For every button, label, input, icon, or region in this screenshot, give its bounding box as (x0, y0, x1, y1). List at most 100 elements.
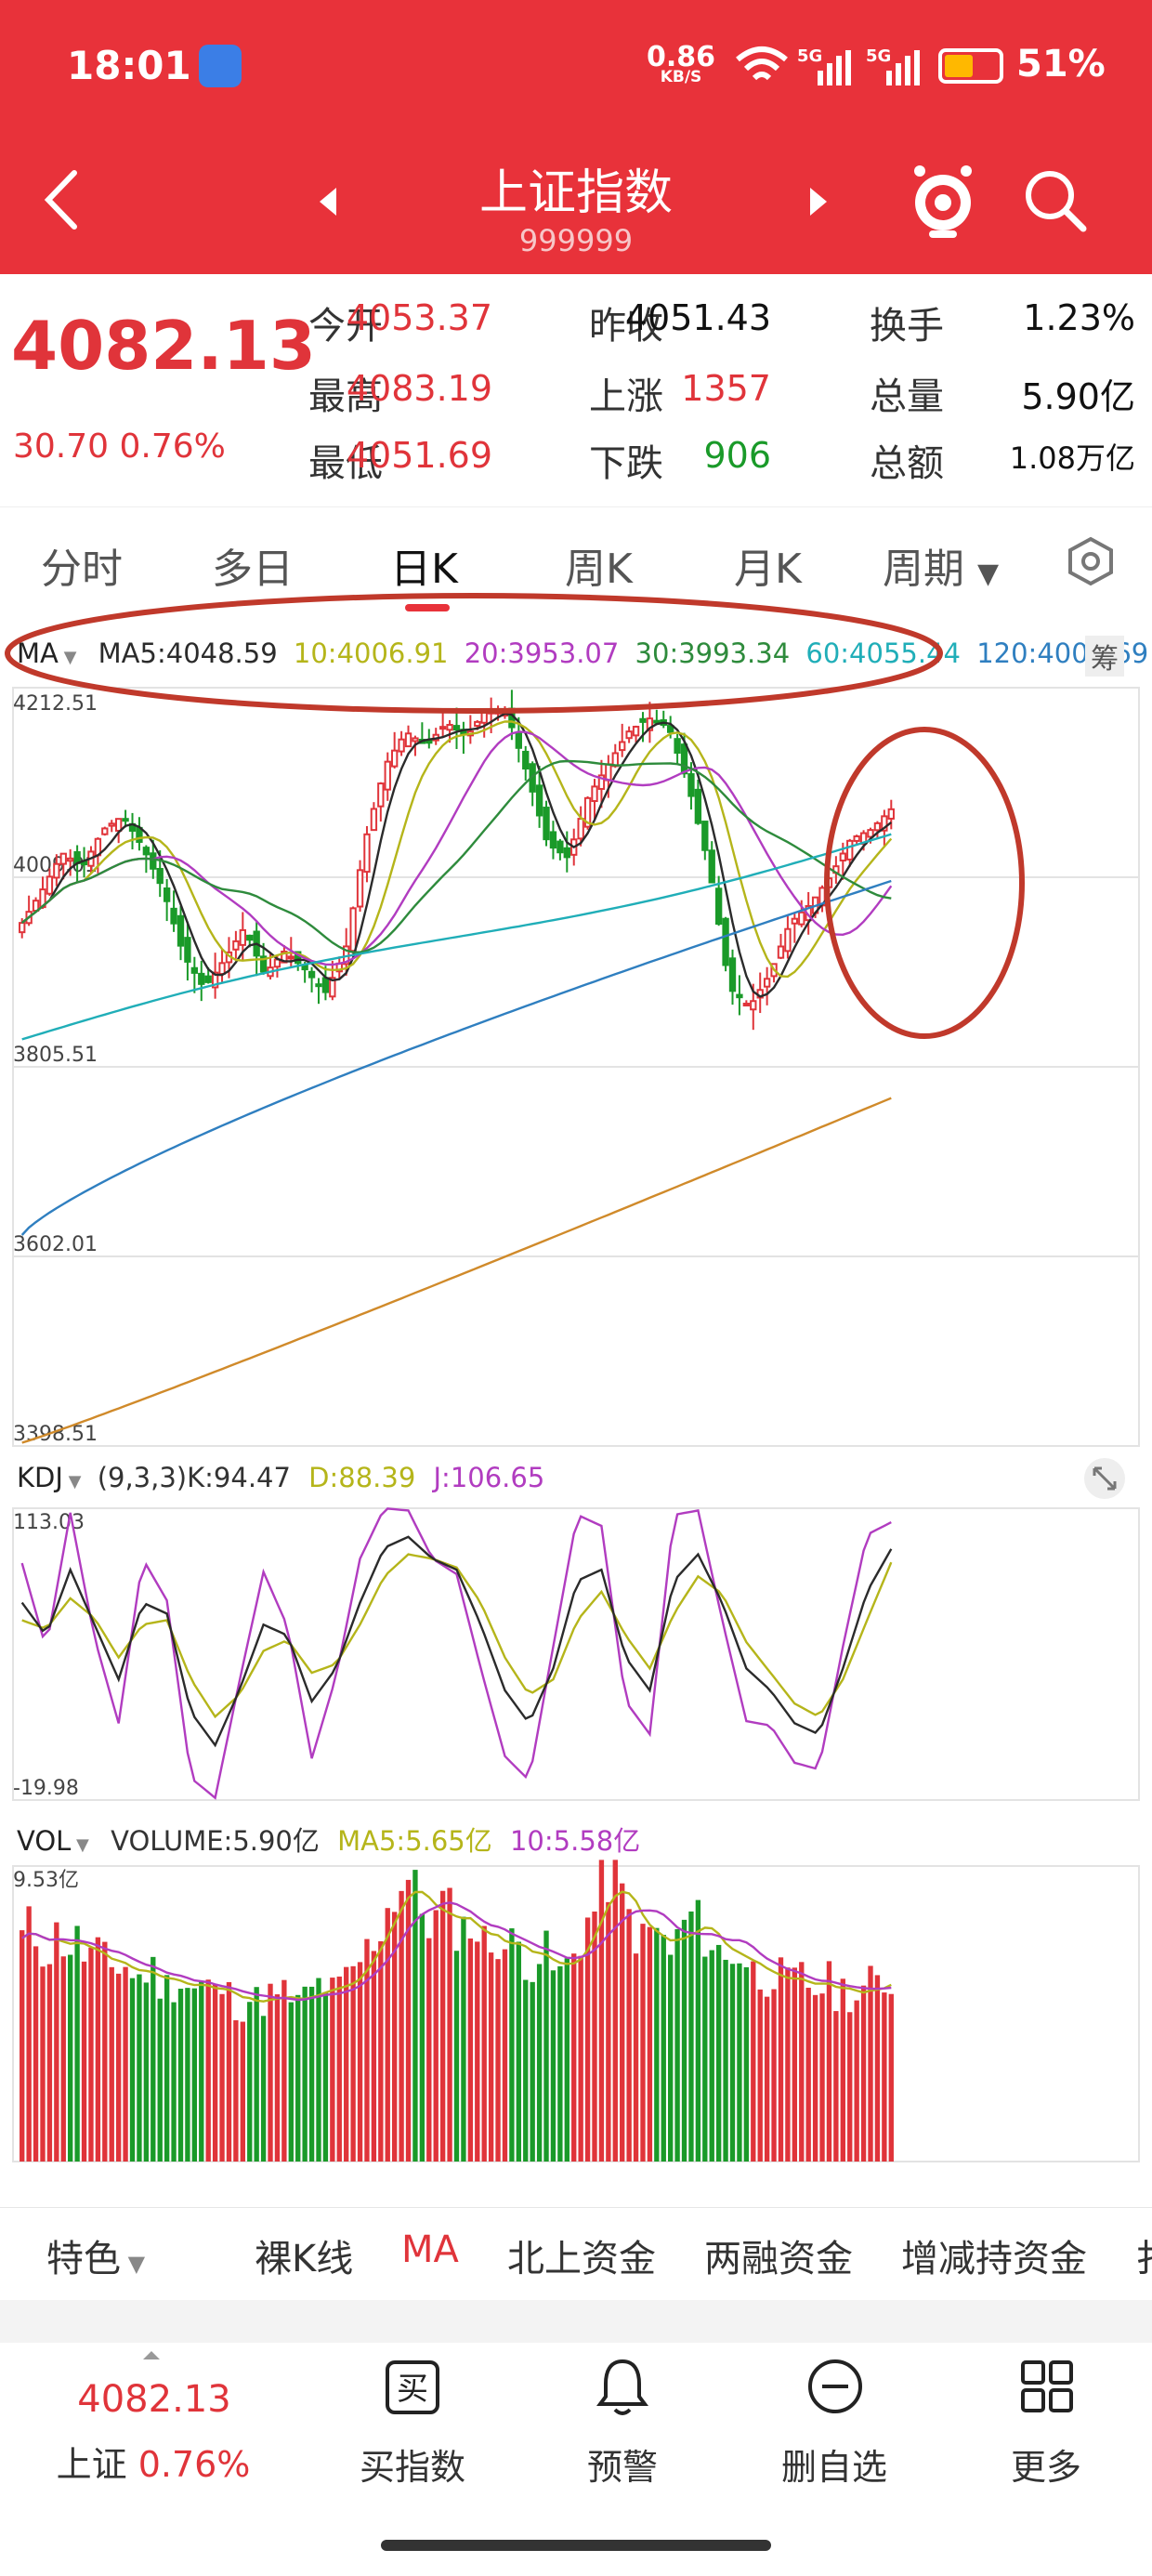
volume-bar (308, 1986, 315, 2162)
volume-bar (302, 1986, 308, 2162)
candle-body (329, 977, 336, 998)
page-title: 上证指数 (478, 165, 673, 221)
candle-body (763, 978, 771, 988)
header: 18:01 0.86 KB/S 5G 5G 51% 上证指数 999999 (0, 0, 1152, 274)
expand-up-icon[interactable] (141, 2348, 162, 2361)
volume-bar (60, 1956, 66, 2162)
volume-bar (612, 1860, 618, 2162)
volume-bar (661, 1935, 666, 2162)
candle-body (873, 821, 882, 832)
candle-body (605, 763, 612, 782)
candle-body (108, 822, 115, 827)
tab-multi-day[interactable]: 多日 (212, 545, 294, 593)
mascot-icon[interactable] (909, 160, 977, 240)
volume-bar (606, 1901, 611, 2162)
subnav-naked-k[interactable]: 裸K线 (255, 2238, 354, 2280)
kdj-selector[interactable]: KDJ ▼ (17, 1462, 82, 1493)
volume-bar (778, 1957, 784, 2162)
y-tick-label: 3602.01 (13, 1233, 98, 1256)
turnover-value: 1.23% (1023, 297, 1135, 338)
low-value: 4051.69 (346, 435, 492, 476)
kdj-chart[interactable]: 113.03-19.98 (0, 1501, 1152, 1807)
volume-bar (205, 1979, 211, 2162)
ma5-line (20, 712, 893, 998)
chip-distribution-button[interactable]: 筹 (1085, 636, 1124, 677)
ma-selector[interactable]: MA ▼ (17, 637, 77, 669)
subnav-ma[interactable]: MA (401, 2228, 459, 2271)
settings-hex-icon[interactable] (1065, 535, 1117, 587)
expand-icon[interactable] (1083, 1457, 1126, 1500)
candle-body (46, 875, 54, 895)
candle-body (583, 796, 592, 828)
tab-daily-k[interactable]: 日K (390, 545, 458, 593)
subnav-northbound[interactable]: 北上资金 (507, 2238, 656, 2280)
candle-body (295, 951, 302, 965)
subnav-holdings-change[interactable]: 增减持资金 (901, 2238, 1087, 2280)
volume-bar (123, 1966, 128, 2162)
subnav-more-cut[interactable]: 扌 (1135, 2228, 1152, 2282)
candle-body (736, 993, 743, 999)
candle-body (398, 738, 405, 753)
volume-bar (475, 1941, 480, 2162)
volume-bar (364, 1939, 370, 2162)
candle-body (259, 955, 268, 973)
vol-selector[interactable]: VOL ▼ (17, 1825, 89, 1857)
candle-body (887, 808, 895, 820)
ma120-line (20, 879, 892, 1236)
remove-watchlist-label: 删自选 (780, 2447, 887, 2488)
kdj-j-value: J:106.65 (433, 1462, 545, 1493)
volume-bar (751, 1961, 756, 2162)
indicator-subnav: 特色 ▼ 裸K线 MA 北上资金 两融资金 增减持资金 扌 (0, 2207, 1152, 2300)
volume-bar (550, 1970, 556, 2162)
candle-body (619, 741, 626, 752)
volume-chart[interactable]: 2025/10/13周期数127个前复权2026/04/209.53亿 (0, 1859, 1152, 2207)
subnav-feature[interactable]: 特色 ▼ (46, 2238, 146, 2280)
volume-bar (143, 1982, 150, 2162)
volume-bar (219, 1993, 225, 2162)
candle-body (777, 945, 785, 959)
volume-bar (509, 1928, 515, 2162)
candle-body (839, 852, 846, 861)
ma60-value: 60:4055.44 (805, 637, 961, 669)
volume-bar (805, 1987, 811, 2162)
kdj-y-min-label: -19.98 (13, 1777, 79, 1800)
volume-bar (584, 1917, 591, 2162)
volume-bar (709, 1950, 714, 2162)
vol-legend: VOL ▼ VOLUME:5.90亿 MA5:5.65亿 10:5.58亿 (17, 1820, 640, 1859)
candle-body (142, 847, 151, 856)
tab-monthly-k[interactable]: 月K (734, 545, 802, 593)
volume-bar (702, 1956, 708, 2162)
alert-label: 预警 (586, 2447, 658, 2488)
volume-bar (688, 1911, 694, 2162)
search-icon[interactable] (1022, 167, 1089, 234)
volume-bar (40, 1966, 46, 2162)
volume-bar (847, 2012, 853, 2162)
candle-body (384, 760, 391, 791)
tab-weekly-k[interactable]: 周K (565, 545, 633, 593)
volume-bar (412, 1870, 418, 2162)
volume-bar (33, 1946, 39, 2162)
kdj-frame (12, 1507, 1140, 1801)
subnav-margin[interactable]: 两融资金 (704, 2238, 853, 2280)
volume-bar (68, 1954, 73, 2162)
volume-bar (316, 1978, 321, 2162)
volume-bar (715, 1944, 722, 2162)
volume-bar (20, 1930, 25, 2162)
tab-period[interactable]: 周期 ▼ (883, 545, 1000, 593)
kdj-j-line (20, 1507, 892, 1800)
tab-intraday[interactable]: 分时 (41, 545, 123, 593)
vol-ma10-line (21, 1901, 892, 2002)
prev-stock-icon[interactable] (316, 186, 338, 217)
volume-bar (109, 1966, 114, 2162)
volume-bar (812, 1994, 818, 2162)
grid-icon (1021, 2360, 1073, 2412)
kdj-k-value: K:94.47 (187, 1462, 291, 1493)
bottom-price[interactable]: 4082.13 (77, 2378, 231, 2421)
home-indicator (381, 2540, 771, 2551)
volume-bar (799, 1962, 805, 2162)
next-stock-icon[interactable] (808, 186, 831, 217)
bottom-index-change[interactable]: 上证 0.76% (56, 2444, 251, 2485)
volume-bar (543, 1930, 549, 2162)
back-arrow-icon[interactable] (39, 167, 84, 232)
